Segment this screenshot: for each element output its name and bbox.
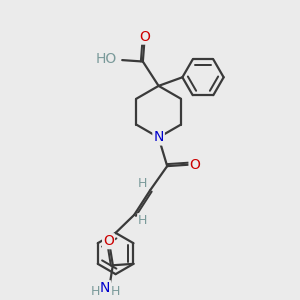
Text: O: O (103, 234, 114, 248)
Text: H: H (110, 285, 120, 298)
Text: O: O (190, 158, 200, 172)
Text: O: O (139, 30, 150, 44)
Text: H: H (138, 214, 148, 227)
Text: H: H (137, 177, 147, 190)
Text: HO: HO (96, 52, 117, 66)
Text: N: N (153, 130, 164, 145)
Text: H: H (90, 285, 100, 298)
Text: N: N (100, 281, 110, 295)
